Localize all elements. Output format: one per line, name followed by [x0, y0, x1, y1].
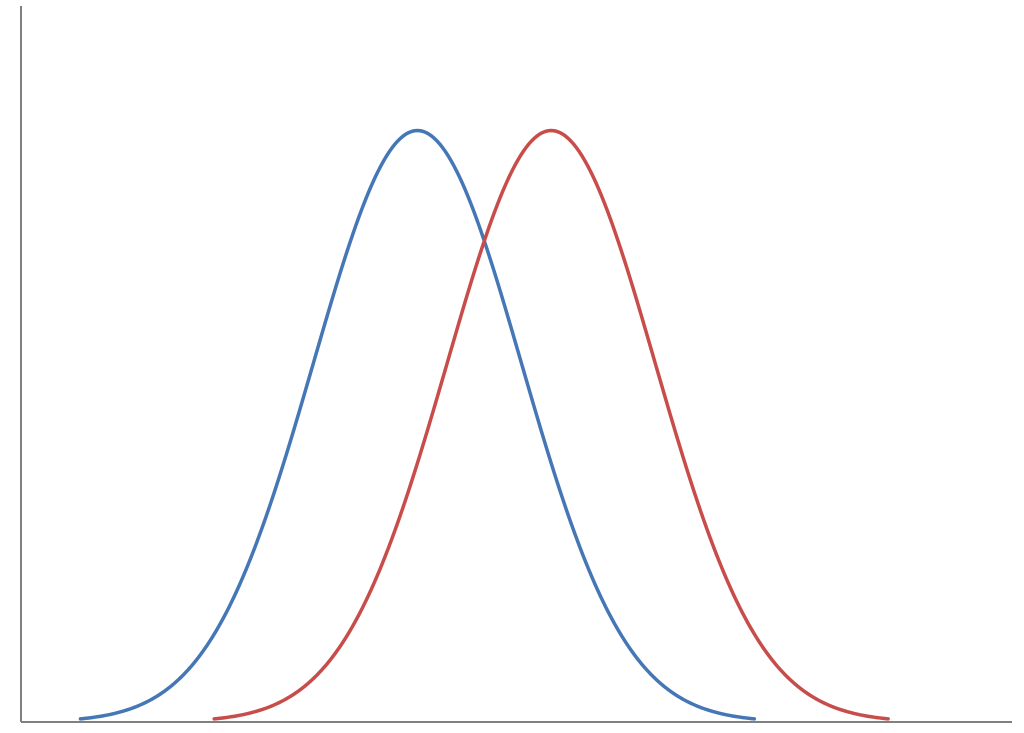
- chart-background: [0, 0, 1024, 733]
- distribution-chart: [0, 0, 1024, 733]
- chart-canvas: [0, 0, 1024, 733]
